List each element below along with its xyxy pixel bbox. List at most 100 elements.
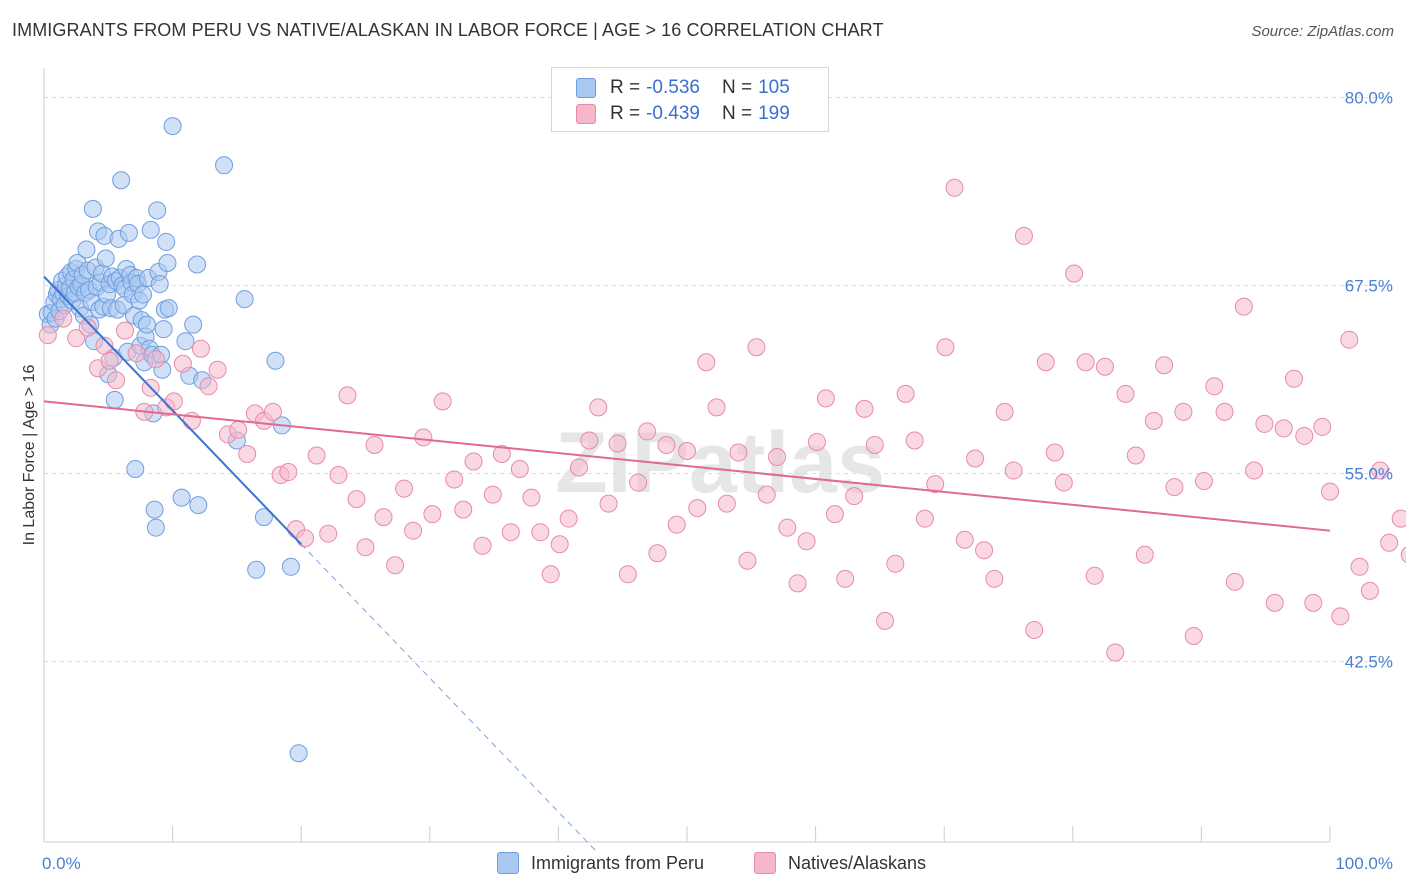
x-tick-label: 100.0%: [1335, 854, 1393, 873]
data-point: [1295, 426, 1314, 445]
r-label: R =: [610, 77, 641, 98]
data-point: [163, 117, 182, 136]
data-point: [697, 353, 716, 372]
data-point: [105, 390, 124, 409]
data-point: [825, 505, 844, 524]
data-point: [146, 350, 165, 369]
data-point: [199, 377, 218, 396]
data-point: [886, 554, 905, 573]
legend-swatch-peru: [497, 852, 519, 874]
data-point: [757, 485, 776, 504]
data-point: [608, 434, 627, 453]
data-point: [1184, 626, 1203, 645]
data-point: [296, 529, 315, 548]
data-point: [550, 535, 569, 554]
x-tick-labels: 0.0% 100.0%: [42, 854, 1393, 873]
data-point: [876, 611, 895, 630]
data-point: [404, 521, 423, 540]
data-point: [1014, 226, 1033, 245]
data-point: [338, 386, 357, 405]
data-point: [473, 536, 492, 555]
data-point: [159, 299, 178, 318]
data-point: [510, 460, 529, 479]
data-point: [1065, 264, 1084, 283]
data-point: [96, 249, 115, 268]
data-point: [905, 431, 924, 450]
data-point: [254, 508, 273, 527]
grid-lines: [44, 97, 1392, 663]
data-point: [329, 466, 348, 485]
data-point: [464, 452, 483, 471]
data-point: [215, 156, 234, 175]
data-point: [229, 420, 248, 439]
data-point: [1004, 461, 1023, 480]
data-point: [100, 351, 119, 370]
data-point: [356, 538, 375, 557]
y-tick-labels: 80.0% 67.5% 55.0% 42.5%: [1345, 89, 1393, 672]
data-point: [184, 315, 203, 334]
data-point: [1225, 572, 1244, 591]
legend-swatch-peru: [576, 78, 596, 98]
legend-swatch-natives: [754, 852, 776, 874]
data-point: [1036, 353, 1055, 372]
data-point: [157, 232, 176, 251]
data-point: [580, 431, 599, 450]
data-point: [54, 309, 73, 328]
data-point: [1340, 330, 1359, 349]
data-point: [107, 371, 126, 390]
series-legend: Immigrants from Peru Natives/Alaskans: [0, 852, 1406, 876]
r-value: -0.439: [646, 103, 700, 124]
data-point: [845, 487, 864, 506]
series-immigrants-from-peru: [38, 117, 308, 763]
data-point: [1255, 414, 1274, 433]
data-point: [1144, 411, 1163, 430]
data-point: [208, 360, 227, 379]
source-credit: Source: ZipAtlas.com: [1251, 23, 1394, 40]
y-axis-label: In Labor Force | Age > 16: [21, 365, 38, 546]
data-point: [67, 329, 86, 348]
data-point: [1350, 557, 1369, 576]
data-point: [1116, 384, 1135, 403]
data-point: [1360, 581, 1379, 600]
data-point: [599, 494, 618, 513]
data-point: [1076, 353, 1095, 372]
r-value: -0.536: [646, 77, 700, 98]
data-point: [433, 392, 452, 411]
data-point: [1284, 369, 1303, 388]
data-point: [492, 444, 511, 463]
data-point: [395, 479, 414, 498]
data-point: [145, 500, 164, 519]
data-point: [896, 384, 915, 403]
data-point: [173, 354, 192, 373]
data-point: [936, 338, 955, 357]
series-natives-alaskans: [38, 178, 1406, 662]
data-point: [1215, 402, 1234, 421]
data-point: [855, 399, 874, 418]
n-label: N =: [721, 77, 753, 98]
data-point: [365, 435, 384, 454]
n-label: N =: [721, 103, 753, 124]
data-point: [1391, 509, 1406, 528]
r-label: R =: [610, 103, 641, 124]
data-point: [1380, 533, 1399, 552]
data-point: [78, 318, 97, 337]
legend-label-peru: Immigrants from Peru: [531, 852, 705, 873]
data-point: [307, 446, 326, 465]
data-point: [1045, 443, 1064, 462]
data-point: [289, 744, 308, 763]
data-point: [127, 344, 146, 363]
data-point: [945, 178, 964, 197]
data-point: [1205, 377, 1224, 396]
data-point: [137, 315, 156, 334]
data-point: [445, 470, 464, 489]
data-point: [235, 290, 254, 309]
data-point: [559, 509, 578, 528]
data-point: [347, 490, 366, 509]
legend-item-natives: Natives/Alaskans: [754, 852, 926, 874]
data-point: [1400, 546, 1406, 563]
data-point: [423, 505, 442, 524]
data-point: [126, 460, 145, 479]
legend-item-peru: Immigrants from Peru: [497, 852, 704, 874]
data-point: [657, 435, 676, 454]
